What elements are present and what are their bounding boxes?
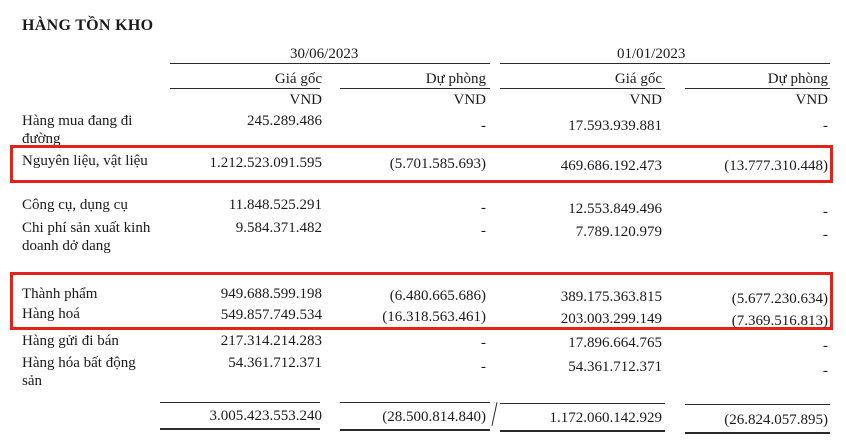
- row-value-cost-1: 217.314.214.283: [220, 333, 322, 349]
- total-cost-1: 3.005.423.553.240: [209, 408, 323, 424]
- row-label: Hàng hóa bất động: [22, 355, 136, 371]
- highlight-box-materials: [10, 145, 833, 183]
- row-label: Hàng gửi đi bán: [22, 333, 119, 349]
- row-label: Hàng mua đang đi: [22, 113, 133, 129]
- col-provision-1: Dự phòng: [425, 71, 486, 87]
- row-value-provision-1: -: [481, 223, 486, 239]
- row-label: Công cụ, dụng cụ: [22, 197, 128, 213]
- section-title: HÀNG TỒN KHO: [22, 17, 154, 34]
- row-value-provision-2: (13.777.310.448): [724, 158, 828, 174]
- row-value-provision-1: -: [481, 118, 486, 134]
- row-value-cost-2: 17.593.939.881: [568, 118, 662, 134]
- col-cost-1: Giá gốc: [274, 71, 322, 87]
- period-date-2: 01/01/2023: [617, 46, 686, 62]
- period-rule-1: [170, 63, 490, 64]
- total-double-rule-3: [500, 430, 665, 432]
- row-value-cost-1: 949.688.599.198: [220, 286, 322, 302]
- row-label: Chi phí sản xuất kinh: [22, 220, 151, 236]
- col-cost-2: Giá gốc: [614, 71, 662, 87]
- row-label: Nguyên liệu, vật liệu: [22, 153, 148, 169]
- unit-4: VND: [795, 92, 829, 108]
- row-value-provision-2: -: [823, 118, 828, 134]
- total-double-rule-2: [340, 429, 490, 431]
- header-rule-4: [685, 88, 830, 89]
- header-rule-2: [340, 88, 490, 89]
- row-value-cost-1: 245.289.486: [247, 113, 322, 129]
- unit-3: VND: [629, 92, 663, 108]
- row-label-cont: sản: [22, 373, 42, 389]
- row-label-cont: doanh dở dang: [22, 238, 111, 254]
- row-value-cost-2: 7.789.120.979: [575, 224, 662, 240]
- row-value-provision-2: (5.677.230.634): [731, 291, 828, 307]
- row-value-provision-2: -: [823, 338, 828, 354]
- row-value-provision-1: -: [481, 335, 486, 351]
- row-value-provision-1: (5.701.585.693): [389, 156, 486, 172]
- row-value-cost-2: 12.553.849.496: [568, 201, 662, 217]
- unit-1: VND: [289, 92, 323, 108]
- row-value-provision-1: (6.480.665.686): [389, 288, 486, 304]
- unit-2: VND: [453, 92, 487, 108]
- row-value-cost-2: 203.003.299.149: [560, 311, 662, 327]
- period-rule-2: [500, 63, 830, 64]
- row-label-cont: đường: [22, 131, 61, 147]
- row-value-cost-1: 54.361.712.371: [228, 355, 322, 371]
- row-value-cost-2: 469.686.192.473: [560, 158, 662, 174]
- row-value-provision-1: -: [481, 200, 486, 216]
- row-value-cost-2: 54.361.712.371: [568, 359, 662, 375]
- header-rule-3: [500, 88, 665, 89]
- total-cost-2: 1.172.060.142.929: [549, 410, 663, 426]
- row-label: Hàng hoá: [22, 306, 80, 322]
- row-value-provision-2: -: [823, 363, 828, 379]
- row-value-cost-1: 1.212.523.091.595: [209, 155, 323, 171]
- row-value-cost-1: 549.857.749.534: [220, 307, 322, 323]
- total-provision-2: (26.824.057.895): [724, 412, 828, 428]
- row-value-provision-2: -: [823, 204, 828, 220]
- row-value-provision-2: (7.369.516.813): [731, 313, 828, 329]
- col-provision-2: Dự phòng: [767, 71, 828, 87]
- highlight-box-goods: [10, 272, 833, 330]
- row-label: Thành phẩm: [22, 286, 98, 302]
- row-value-cost-2: 17.896.664.765: [568, 335, 662, 351]
- total-provision-1: (28.500.814.840): [382, 409, 486, 425]
- total-rule-1: [160, 402, 320, 403]
- total-double-rule-4: [685, 432, 830, 434]
- row-value-provision-2: -: [823, 227, 828, 243]
- row-value-cost-1: 9.584.371.482: [235, 220, 322, 236]
- header-rule-1: [170, 88, 320, 89]
- total-rule-2: [340, 402, 490, 403]
- total-rule-4: [685, 404, 830, 405]
- row-value-cost-2: 389.175.363.815: [560, 289, 662, 305]
- total-double-rule-1: [160, 428, 320, 430]
- row-value-provision-1: (16.318.563.461): [382, 309, 486, 325]
- period-date-1: 30/06/2023: [290, 46, 359, 62]
- row-value-provision-1: -: [481, 359, 486, 375]
- row-value-cost-1: 11.848.525.291: [228, 197, 322, 213]
- tick-mark: [491, 402, 498, 426]
- total-rule-3: [500, 403, 665, 404]
